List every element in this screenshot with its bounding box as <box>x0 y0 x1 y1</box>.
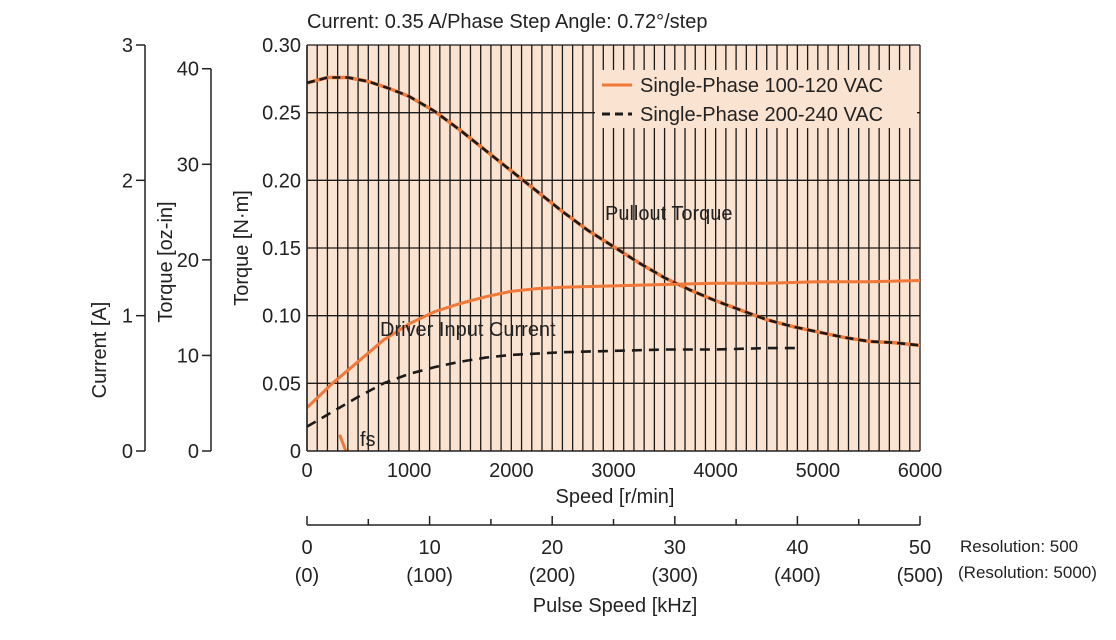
y-axis-title-oz-in: Torque [oz-in] <box>155 201 177 322</box>
y-tick-label-nm: 0 <box>290 441 301 463</box>
legend-label-200-240: Single-Phase 200-240 VAC <box>640 104 883 126</box>
x-tick-label: 2000 <box>489 460 534 482</box>
tick-labels: 0 1000 2000 3000 4000 5000 600000.050.100.150.… <box>122 35 943 587</box>
annotation-pullout-torque: Pullout Torque <box>605 203 733 225</box>
pulse-speed-tick-label: 40 <box>786 537 808 559</box>
y-tick-label-nm: 0.15 <box>262 238 301 260</box>
pulse-speed-tick-label: 20 <box>541 537 563 559</box>
annotation-fs: fs <box>360 429 376 451</box>
pulse-speed-tick-label-alt: (300) <box>651 565 698 587</box>
pulse-speed-tick-label-alt: (100) <box>406 565 453 587</box>
x-tick-label: 1000 <box>387 460 432 482</box>
current-line-200-240 <box>306 346 798 428</box>
x-tick-label: 5000 <box>796 460 841 482</box>
driver-input-current-curves <box>305 279 921 428</box>
y-tick-label-current: 0 <box>122 441 133 463</box>
y-tick-label-current: 1 <box>122 306 133 328</box>
pulse-speed-tick-label: 50 <box>909 537 931 559</box>
y-tick-label-oz-in: 20 <box>177 250 199 272</box>
y-tick-label-current: 2 <box>122 170 133 192</box>
y-tick-label-current: 3 <box>122 35 133 57</box>
pulse-speed-tick-label: 30 <box>664 537 686 559</box>
pulse-speed-tick-label-alt: (0) <box>295 565 319 587</box>
legend-box <box>595 70 917 128</box>
x-tick-label: 3000 <box>591 460 636 482</box>
y-tick-label-nm: 0.10 <box>262 306 301 328</box>
chart-title: Current: 0.35 A/Phase Step Angle: 0.72°/… <box>307 11 708 33</box>
y-tick-label-oz-in: 10 <box>177 345 199 367</box>
annotation-driver-input-current: Driver Input Current <box>380 319 556 341</box>
legend-label-100-120: Single-Phase 100-120 VAC <box>640 75 883 97</box>
y-axis-title-current: Current [A] <box>89 302 111 399</box>
fs-marker <box>338 434 348 452</box>
y-tick-label-nm: 0.25 <box>262 103 301 125</box>
y-tick-label-oz-in: 30 <box>177 154 199 176</box>
x-axis-title: Speed [r/min] <box>556 486 675 508</box>
resolution-note-2: (Resolution: 5000) <box>958 563 1097 582</box>
pulse-speed-axis-title: Pulse Speed [kHz] <box>533 595 698 617</box>
fs-marker-line <box>338 434 348 452</box>
y-tick-label-oz-in: 0 <box>188 441 199 463</box>
x-tick-label: 4000 <box>693 460 738 482</box>
x-tick-label: 6000 <box>898 460 943 482</box>
y-tick-label-nm: 0.05 <box>262 373 301 395</box>
pulse-speed-tick-label-alt: (400) <box>774 565 821 587</box>
pullout-torque-line-200-240 <box>306 76 921 347</box>
x-tick-label: 0 <box>301 460 312 482</box>
pulse-speed-tick-label: 0 <box>301 537 312 559</box>
pullout-torque-curves <box>306 75 921 348</box>
pulse-speed-tick-label: 10 <box>418 537 440 559</box>
y-tick-label-oz-in: 40 <box>177 59 199 81</box>
legend: Single-Phase 100-120 VAC Single-Phase 20… <box>595 70 917 128</box>
pulse-speed-tick-label-alt: (500) <box>897 565 944 587</box>
y-tick-label-nm: 0.30 <box>262 35 301 57</box>
y-tick-label-nm: 0.20 <box>262 170 301 192</box>
current-line-100-120 <box>305 279 921 409</box>
resolution-note-1: Resolution: 500 <box>960 537 1078 556</box>
pulse-speed-tick-label-alt: (200) <box>529 565 576 587</box>
y-axis-title-nm: Torque [N·m] <box>231 190 253 306</box>
